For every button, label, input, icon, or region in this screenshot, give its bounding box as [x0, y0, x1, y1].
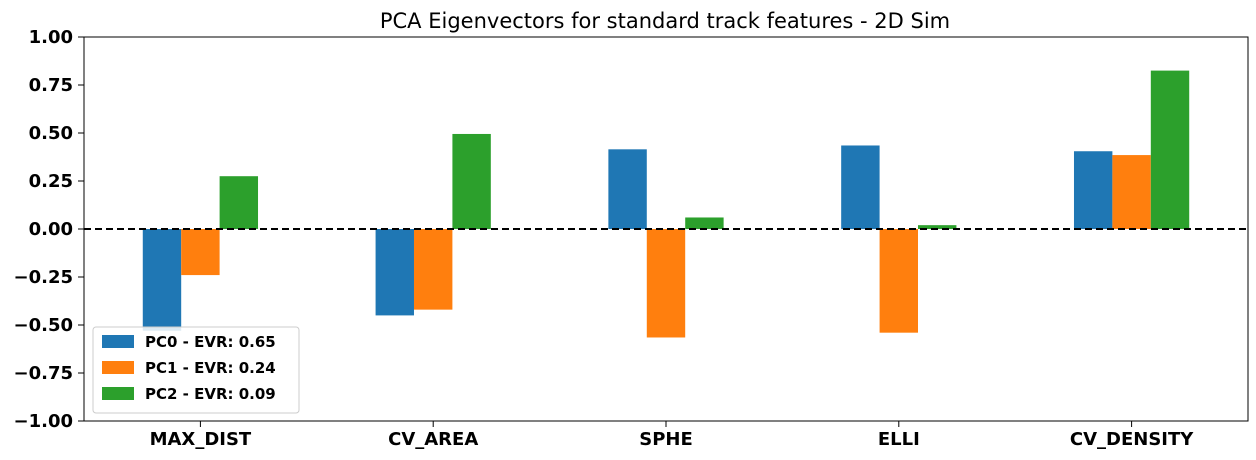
legend-swatch-pc1 — [102, 361, 134, 374]
x-tick-label: MAX_DIST — [150, 429, 252, 450]
legend-label-pc1: PC1 - EVR: 0.24 — [145, 359, 276, 377]
bar-cv-area-pc2 — [452, 133, 491, 229]
legend-swatch-pc2 — [102, 387, 134, 400]
legend-box — [92, 326, 300, 414]
bar-sphe-pc1 — [646, 229, 686, 338]
bar-cv-density-pc1 — [1112, 155, 1151, 229]
bar-elli-pc0 — [841, 145, 880, 229]
plot-area: 1.00 0.75 0.50 0.25 0.00 −0.25 −0.50 −0.75 −1.00… — [14, 27, 1249, 450]
x-tick-label: SPHE — [639, 429, 693, 450]
chart-title: PCA Eigenvectors for standard track feat… — [380, 9, 950, 33]
x-tick-label: CV_DENSITY — [1070, 429, 1194, 450]
legend-label-pc2: PC2 - EVR: 0.09 — [145, 385, 276, 403]
legend-label-pc0: PC0 - EVR: 0.65 — [145, 333, 276, 351]
y-tick-label: 0.00 — [29, 219, 73, 240]
x-tick-label: ELLI — [878, 429, 920, 450]
y-tick-label: 1.00 — [29, 27, 73, 48]
legend-swatch-pc0 — [102, 335, 134, 348]
bar-elli-pc2 — [918, 225, 957, 229]
bar-cv-area-pc1 — [413, 229, 453, 310]
bar-max-dist-pc1 — [181, 229, 220, 276]
bar-cv-density-pc2 — [1150, 70, 1190, 229]
y-tick-label: −0.75 — [14, 363, 74, 384]
bar-sphe-pc2 — [685, 217, 724, 229]
y-tick-label: 0.50 — [29, 123, 73, 144]
y-tick-label: 0.25 — [29, 171, 73, 192]
bar-elli-pc1 — [879, 229, 918, 333]
bar-max-dist-pc2 — [219, 176, 259, 229]
legend: PC0 - EVR: 0.65 PC1 - EVR: 0.24 PC2 - EVR:… — [92, 326, 300, 414]
y-tick-label: −1.00 — [14, 411, 74, 432]
bar-cv-density-pc0 — [1073, 151, 1113, 229]
bar-max-dist-pc0 — [142, 229, 182, 331]
bar-cv-area-pc0 — [375, 229, 414, 316]
y-tick-label: −0.25 — [14, 267, 74, 288]
bar-sphe-pc0 — [608, 149, 647, 229]
x-tick-label: CV_AREA — [388, 429, 478, 450]
y-tick-label: 0.75 — [29, 75, 73, 96]
axes-frame — [83, 36, 1249, 422]
y-tick-label: −0.50 — [14, 315, 74, 336]
